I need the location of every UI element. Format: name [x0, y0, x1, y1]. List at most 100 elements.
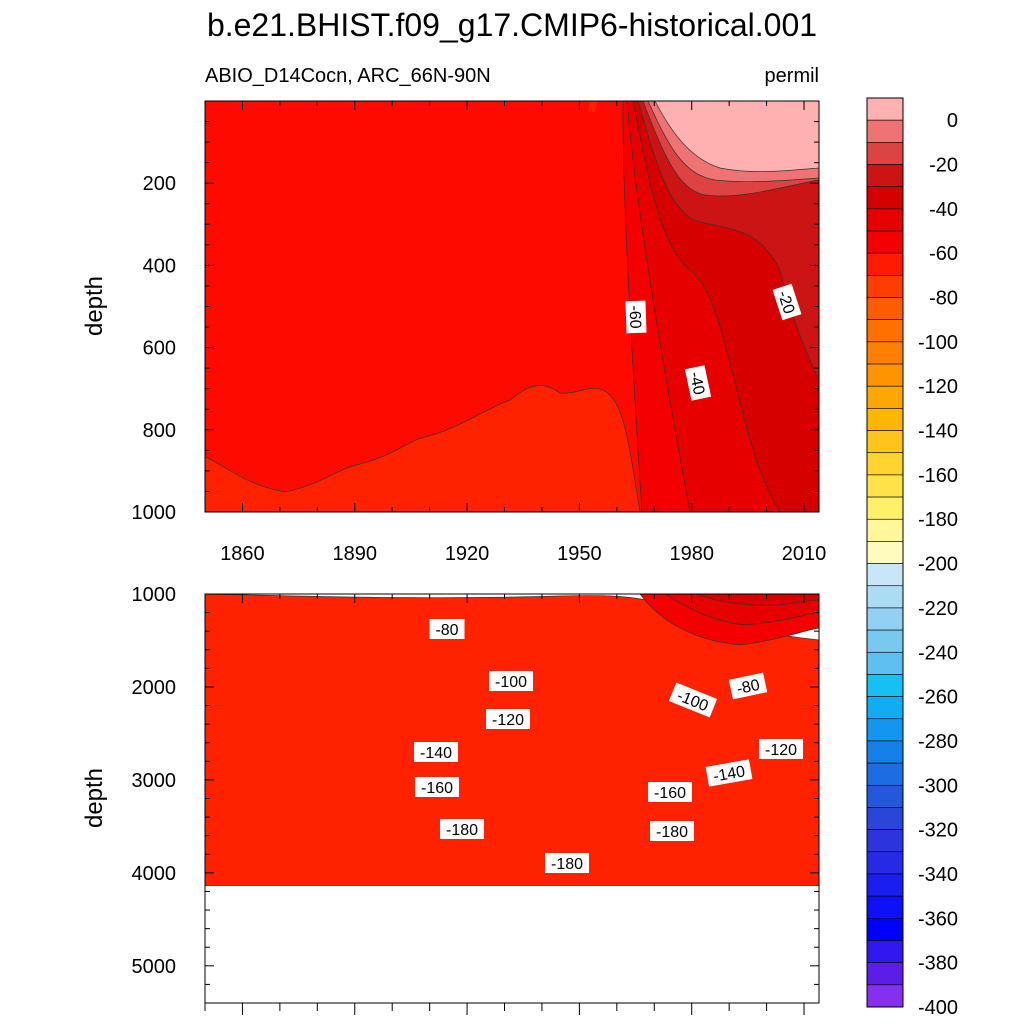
upper-label-minus40: -40: [686, 370, 707, 396]
colorbar-cell: [866, 408, 904, 431]
colorbar-label: -260: [918, 687, 958, 709]
lower-label-bg: [489, 671, 533, 691]
colorbar-cell: [866, 784, 904, 808]
colorbar-label: -60: [929, 243, 958, 265]
colorbar-cell: [866, 873, 904, 897]
upper-x-tick-label: 1860: [220, 543, 265, 565]
colorbar-cell: [866, 142, 904, 165]
colorbar-cell: [866, 97, 904, 121]
lower-label-bg: [415, 777, 459, 797]
colorbar-cell: [866, 718, 904, 742]
upper-y-tick-label: 200: [143, 173, 176, 195]
colorbar-cell: [866, 275, 904, 298]
lower-region-east-c: [694, 594, 819, 606]
colorbar-label: -280: [918, 731, 958, 753]
lower-bands: [205, 594, 819, 1003]
colorbar-frame: [866, 97, 904, 1008]
lower-contour-label: -80: [429, 619, 465, 639]
colorbar-cell: [866, 252, 904, 276]
lower-y-tick-label: 3000: [132, 770, 177, 792]
colorbar-cell: [866, 341, 904, 365]
colorbar-label: -240: [918, 642, 958, 664]
colorbar-cell: [866, 319, 904, 343]
lower-contour-labels: -80-80-100-100-120-120-140-140-160 -160-1…: [414, 619, 803, 873]
colorbar-label: -200: [918, 554, 958, 576]
colorbar-cell: [866, 363, 904, 387]
upper-axes: depth 1860 1890 1920 1950 1980 2010 200 400 600 8…: [81, 100, 826, 565]
lower-contour-label: -80: [728, 672, 768, 700]
colorbar-cell: [866, 208, 904, 232]
colorbar-label: -120: [918, 376, 958, 398]
colorbar-label: -80: [929, 288, 958, 310]
lower-label-bg: [759, 739, 803, 759]
lower-label-text: -100: [495, 674, 527, 691]
lower-ylabel: depth: [81, 768, 108, 828]
lower-label-text: -120: [492, 712, 524, 729]
lower-label-text: -180: [656, 824, 688, 841]
upper-x-tick-label: 1890: [333, 543, 378, 565]
colorbar-cell: [866, 674, 904, 697]
colorbar-label: -40: [929, 199, 958, 221]
lower-label-text: -180: [446, 822, 478, 839]
colorbar-cell: [866, 740, 904, 764]
colorbar-label: -320: [918, 820, 958, 842]
lower-contour-label: -140: [705, 759, 753, 787]
colorbar-cell: [866, 651, 904, 675]
upper-contour-fill: [205, 101, 819, 512]
colorbar-cell: [866, 496, 904, 520]
chart-title: b.e21.BHIST.f09_g17.CMIP6-historical.001: [207, 7, 817, 43]
upper-subtitle-left: ABIO_D14Cocn, ARC_66N-90N: [205, 65, 491, 87]
colorbar-cell: [866, 984, 904, 1008]
lower-label-bg: [650, 821, 694, 841]
lower-label-text: -180: [551, 856, 583, 873]
colorbar-cell: [866, 607, 904, 631]
colorbar-label: -220: [918, 598, 958, 620]
colorbar-cell: [866, 918, 904, 941]
colorbar-cell: [866, 474, 904, 498]
colorbar-label: -100: [918, 332, 958, 354]
upper-label-minus20: -20: [774, 289, 797, 316]
colorbar-label: -400: [918, 997, 958, 1019]
upper-y-tick-label: 600: [143, 338, 176, 360]
lower-y-tick-label: 2000: [132, 677, 177, 699]
lower-contour-label: -100: [489, 671, 533, 691]
colorbar-cell: [866, 452, 904, 476]
lower-no-data: [205, 886, 819, 1003]
colorbar-cell: [866, 385, 904, 409]
upper-subtitle-right: permil: [765, 65, 819, 87]
upper-ylabel: depth: [81, 276, 108, 336]
lower-contour-label: -180: [440, 819, 484, 839]
upper-contour-labels: -60 -40 -20: [625, 283, 802, 401]
lower-contour-label: -160: [415, 777, 459, 797]
lower-label-bg: [545, 853, 589, 873]
colorbar-cell: [866, 430, 904, 454]
lower-label-text: -160: [654, 785, 686, 802]
colorbar-label: -300: [918, 775, 958, 797]
lower-contour-label: -180: [650, 821, 694, 841]
lower-label-bg: [728, 672, 768, 700]
colorbar-cell: [866, 164, 904, 187]
lower-contour-label: -120: [486, 709, 530, 729]
upper-y-tick-label: 400: [143, 255, 176, 277]
upper-small-patch: [588, 101, 597, 112]
colorbar-cell: [866, 851, 904, 875]
colorbar: 0 -20 -40 -60 -80 -100 -120 -140 -160 -180 -200 -22…: [866, 97, 958, 1019]
colorbar-cell: [866, 563, 904, 587]
lower-y-tick-label: 1000: [132, 584, 177, 606]
colorbar-cell: [866, 297, 904, 321]
colorbar-cell: [866, 585, 904, 609]
lower-label-text: -140: [712, 763, 747, 785]
lower-label-text: -80: [735, 677, 761, 698]
lower-label-bg: [440, 819, 484, 839]
upper-region-zero: [654, 101, 819, 172]
colorbar-cell: [866, 230, 904, 254]
colorbar-cell: [866, 762, 904, 786]
colorbar-label: -360: [918, 908, 958, 930]
colorbar-cell: [866, 962, 904, 986]
lower-contour-label: -120: [759, 739, 803, 759]
lower-label-bg: [429, 619, 465, 639]
lower-axes: depth 1000 2000 3000 4000 5000: [81, 584, 819, 1015]
colorbar-cell: [866, 541, 904, 564]
lower-label-bg: [414, 742, 458, 762]
lower-label-text: -140: [420, 745, 452, 762]
